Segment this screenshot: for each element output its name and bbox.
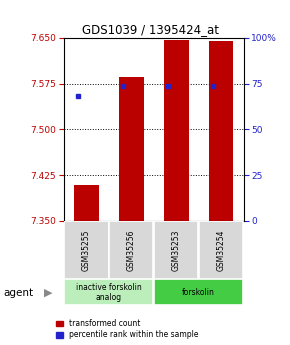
Text: inactive forskolin
analog: inactive forskolin analog (76, 283, 142, 302)
Bar (109, 221, 153, 279)
Bar (154, 279, 243, 305)
Text: forskolin: forskolin (182, 288, 215, 297)
Text: GSM35254: GSM35254 (217, 229, 226, 271)
Text: agent: agent (3, 288, 33, 297)
Text: GDS1039 / 1395424_at: GDS1039 / 1395424_at (82, 23, 219, 36)
Bar (154, 221, 198, 279)
Text: GSM35253: GSM35253 (172, 229, 181, 271)
Legend: transformed count, percentile rank within the sample: transformed count, percentile rank withi… (56, 319, 199, 339)
Bar (74, 186, 99, 221)
Text: GSM35255: GSM35255 (82, 229, 91, 271)
Bar (64, 279, 153, 305)
Text: GSM35256: GSM35256 (127, 229, 136, 271)
Bar (119, 77, 144, 221)
Text: ▶: ▶ (44, 288, 52, 297)
Bar (64, 221, 108, 279)
Bar (199, 221, 243, 279)
Bar (209, 41, 233, 221)
Bar (164, 40, 189, 221)
